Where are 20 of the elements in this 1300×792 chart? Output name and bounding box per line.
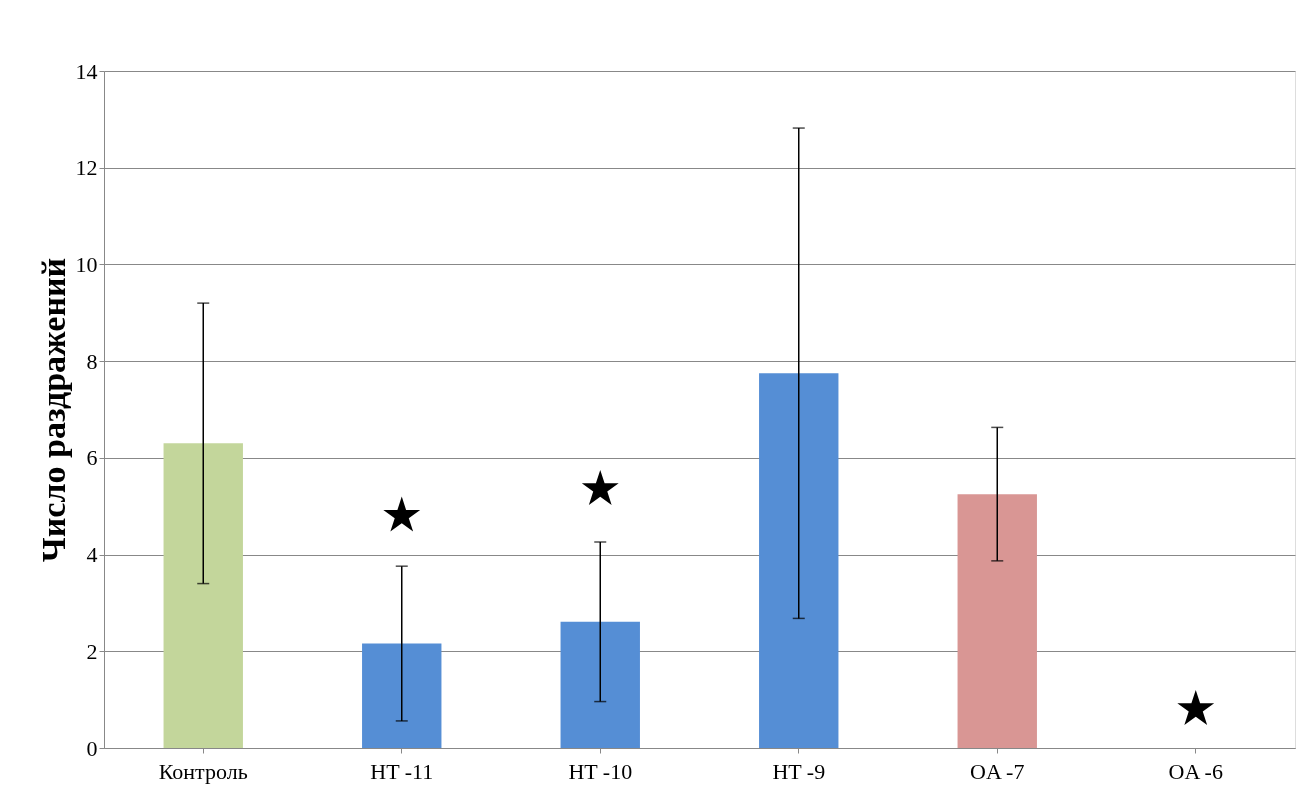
bar (759, 373, 839, 748)
bar (163, 443, 243, 748)
x-tick-label: Контроль (158, 758, 248, 784)
y-tick-label: 0 (86, 735, 98, 761)
y-tick-label: 8 (86, 348, 98, 374)
x-tick-label: HT -9 (772, 758, 826, 784)
y-axis-title: Число раздражений (34, 257, 72, 563)
y-tick-label: 2 (86, 638, 98, 664)
x-tick-label: HT -11 (370, 758, 434, 784)
bar (957, 494, 1037, 748)
y-tick-label: 6 (86, 445, 98, 471)
y-tick-label: 12 (75, 155, 98, 181)
y-tick-label: 10 (75, 251, 98, 277)
x-tick-label: OA -7 (970, 758, 1025, 784)
x-tick-label: HT -10 (568, 758, 633, 784)
x-tick-label: OA -6 (1168, 758, 1223, 784)
bar (560, 621, 640, 748)
bar (362, 643, 442, 748)
y-tick-label: 14 (75, 58, 98, 84)
y-tick-label: 4 (86, 542, 98, 568)
